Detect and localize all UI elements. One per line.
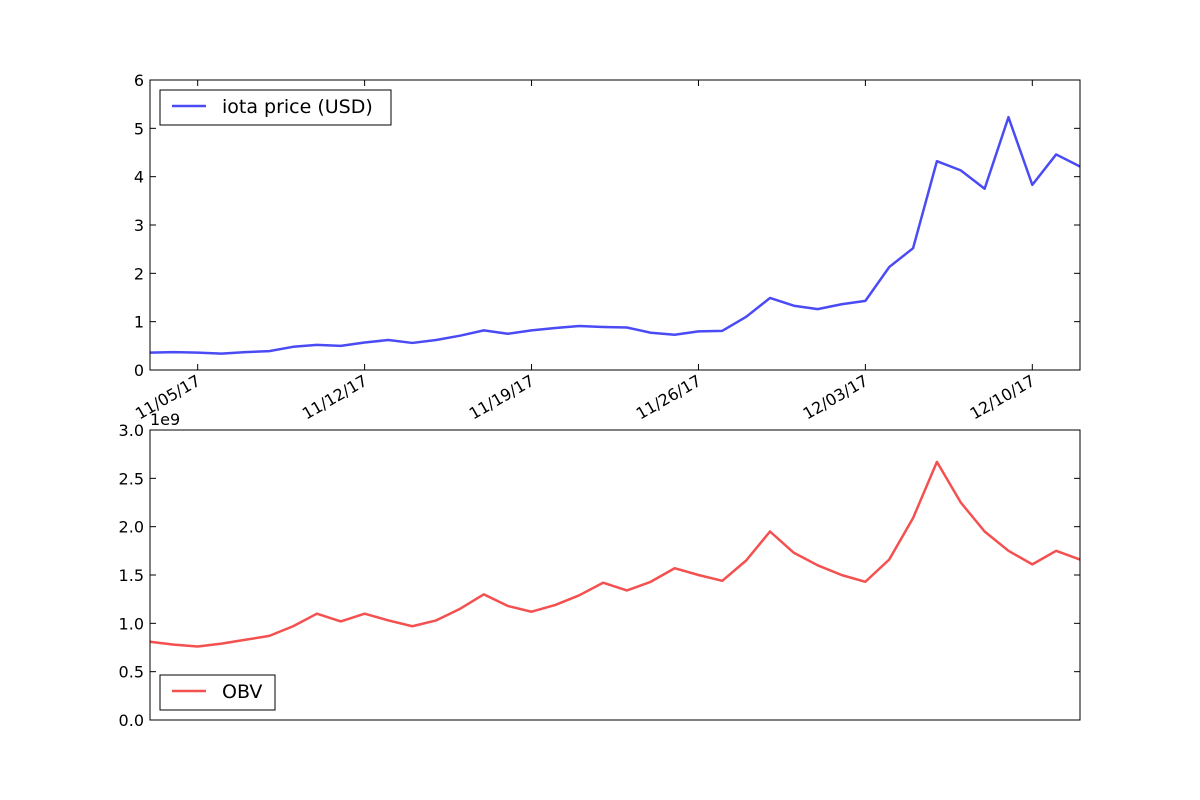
obv-offset-text: 1e9: [150, 410, 180, 429]
price-y-tick-label: 2: [134, 264, 144, 283]
obv-y-tick-label: 1.5: [119, 566, 144, 585]
obv-y-tick-label: 1.0: [119, 614, 144, 633]
price-series-layer: [149, 115, 1081, 355]
price-y-tick-label: 1: [134, 313, 144, 332]
obv-legend: OBV: [159, 674, 276, 711]
obv-chart: 0.0 0.5 1.0 1.5 2.0 2.5 3.0 1e9 OBV: [119, 410, 1081, 730]
price-legend-label: iota price (USD): [222, 96, 373, 118]
price-y-tick-label: 3: [134, 216, 144, 235]
obv-series-line: [149, 460, 1081, 648]
price-y-tick-label: 5: [134, 119, 144, 138]
obv-series-layer: [149, 460, 1081, 648]
obv-legend-label: OBV: [222, 681, 262, 703]
obv-ticks-layer: 0.0 0.5 1.0 1.5 2.0 2.5 3.0: [119, 421, 1080, 730]
price-legend: iota price (USD): [159, 89, 392, 126]
price-series-line: [149, 115, 1081, 355]
price-y-tick-label: 0: [134, 361, 144, 380]
price-y-tick-label: 6: [134, 71, 144, 90]
obv-y-tick-label: 2.5: [119, 469, 144, 488]
price-legend-box: [159, 89, 392, 126]
obv-y-tick-label: 0.5: [119, 663, 144, 682]
obv-legend-box: [159, 674, 276, 711]
obv-y-tick-label: 2.0: [119, 518, 144, 537]
obv-y-tick-label: 0.0: [119, 711, 144, 730]
obv-y-tick-label: 3.0: [119, 421, 144, 440]
price-y-tick-label: 4: [134, 168, 144, 187]
